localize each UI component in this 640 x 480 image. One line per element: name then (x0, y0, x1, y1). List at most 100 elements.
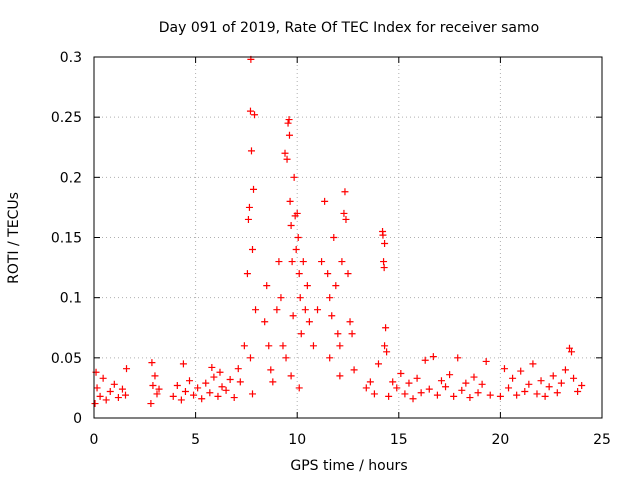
data-point-marker (177, 396, 185, 404)
data-point-marker (283, 155, 291, 163)
data-point-marker (295, 384, 303, 392)
data-point-marker (222, 386, 230, 394)
data-points (91, 55, 586, 408)
data-point-marker (299, 258, 307, 266)
data-point-marker (486, 391, 494, 399)
y-tick-label: 0.05 (51, 351, 82, 367)
data-point-marker (336, 372, 344, 380)
data-point-marker (218, 383, 226, 391)
data-point-marker (478, 380, 486, 388)
data-point-marker (332, 282, 340, 290)
data-point-marker (206, 389, 214, 397)
data-point-marker (240, 342, 248, 350)
data-point-marker (148, 359, 156, 367)
data-point-marker (500, 365, 508, 373)
data-point-marker (210, 373, 218, 381)
data-point-marker (296, 294, 304, 302)
data-point-marker (289, 312, 297, 320)
data-point-marker (433, 391, 441, 399)
x-tick-label: 0 (90, 432, 99, 448)
data-point-marker (462, 379, 470, 387)
data-point-marker (525, 380, 533, 388)
data-point-marker (553, 389, 561, 397)
data-point-marker (179, 360, 187, 368)
data-point-marker (121, 391, 129, 399)
data-point-marker (429, 353, 437, 361)
data-point-marker (285, 116, 293, 124)
data-point-marker (328, 312, 336, 320)
y-axis-ticks: 0 0.05 0.1 0.15 0.2 0.25 0.3 (51, 50, 602, 427)
data-point-marker (380, 264, 388, 272)
data-point-marker (251, 111, 259, 119)
data-point-marker (110, 380, 118, 388)
data-point-marker (417, 389, 425, 397)
x-tick-label: 10 (288, 432, 306, 448)
data-point-marker (470, 373, 478, 381)
y-tick-label: 0 (73, 411, 82, 427)
data-point-marker (151, 372, 159, 380)
data-point-marker (513, 391, 521, 399)
x-axis-label: GPS time / hours (290, 458, 407, 474)
data-point-marker (314, 306, 322, 314)
data-point-marker (181, 388, 189, 396)
data-point-marker (409, 395, 417, 403)
x-tick-label: 25 (593, 432, 611, 448)
y-tick-label: 0.1 (60, 291, 82, 307)
data-point-marker (208, 363, 216, 371)
data-point-marker (324, 270, 332, 278)
data-point-marker (405, 379, 413, 387)
x-tick-label: 20 (491, 432, 509, 448)
data-point-marker (366, 378, 374, 386)
data-point-marker (496, 392, 504, 400)
chart-title: Day 091 of 2019, Rate Of TEC Index for r… (159, 20, 539, 36)
data-point-marker (186, 377, 194, 385)
data-point-marker (561, 366, 569, 374)
data-point-marker (379, 231, 387, 239)
data-point-marker (288, 258, 296, 266)
data-point-marker (381, 240, 389, 248)
data-point-marker (565, 344, 573, 352)
data-point-marker (330, 234, 338, 241)
data-point-marker (574, 388, 582, 396)
data-point-marker (263, 282, 271, 290)
data-point-marker (342, 215, 350, 223)
data-point-marker (442, 383, 450, 391)
data-point-marker (340, 209, 348, 217)
data-point-marker (385, 392, 393, 400)
data-point-marker (247, 147, 255, 155)
data-point-marker (557, 379, 565, 387)
data-point-marker (474, 389, 482, 397)
data-point-marker (437, 377, 445, 385)
data-point-marker (301, 306, 309, 314)
data-point-marker (529, 360, 537, 368)
data-point-marker (549, 372, 557, 380)
y-tick-label: 0.15 (51, 231, 82, 247)
data-point-marker (190, 391, 198, 399)
data-point-marker (194, 384, 202, 392)
data-point-marker (287, 221, 295, 229)
data-point-marker (96, 392, 104, 400)
data-point-marker (292, 246, 300, 254)
data-point-marker (382, 324, 390, 332)
data-point-marker (245, 203, 253, 211)
data-point-marker (281, 149, 289, 157)
data-point-marker (153, 390, 161, 398)
data-point-marker (458, 386, 466, 394)
data-point-marker (277, 294, 285, 302)
data-point-marker (425, 385, 433, 393)
data-point-marker (155, 385, 163, 393)
data-point-marker (173, 382, 181, 390)
data-point-marker (246, 107, 254, 115)
data-point-marker (570, 374, 578, 382)
data-point-marker (517, 367, 525, 375)
data-point-marker (261, 318, 269, 326)
data-point-marker (169, 392, 177, 400)
data-point-marker (397, 369, 405, 377)
data-point-marker (243, 270, 251, 278)
data-point-marker (346, 318, 354, 326)
data-point-marker (285, 131, 293, 139)
data-point-marker (305, 318, 313, 326)
data-point-marker (234, 365, 242, 373)
data-point-marker (99, 374, 107, 382)
data-point-marker (118, 385, 126, 393)
